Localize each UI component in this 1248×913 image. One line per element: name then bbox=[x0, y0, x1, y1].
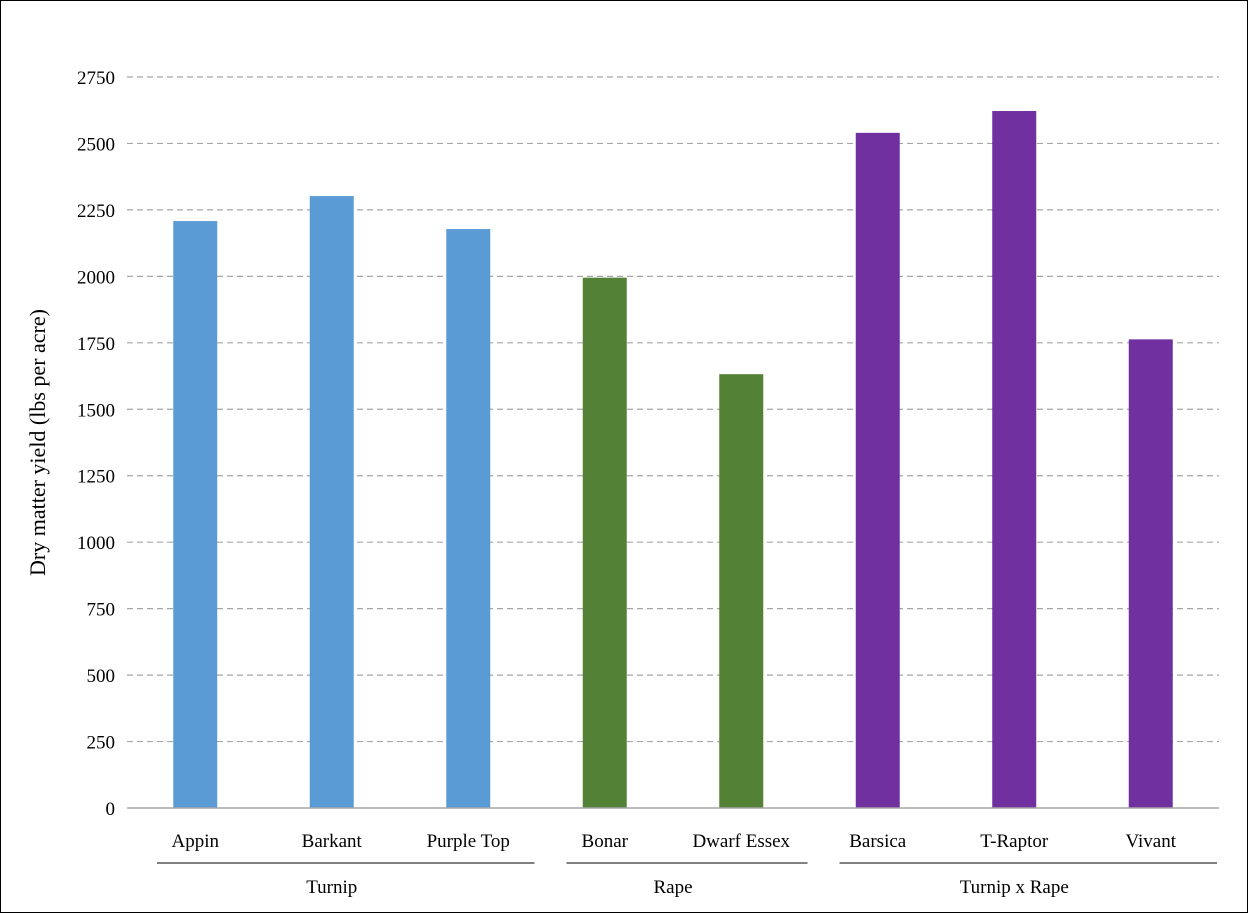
x-tick-label: Appin bbox=[172, 831, 220, 852]
x-tick-label: Vivant bbox=[1125, 831, 1176, 852]
y-tick-label: 500 bbox=[87, 666, 116, 687]
y-tick-label: 250 bbox=[87, 733, 116, 754]
y-axis-title: Dry matter yield (lbs per acre) bbox=[25, 309, 50, 576]
bar bbox=[446, 229, 491, 809]
category-labels: Appin Barkant Purple Top Bonar Dwarf Essex Ba… bbox=[172, 831, 1177, 852]
gridlines bbox=[127, 76, 1219, 743]
group-label: Turnip bbox=[306, 877, 357, 898]
group-label: Turnip x Rape bbox=[960, 877, 1069, 898]
bar bbox=[582, 277, 627, 808]
bar bbox=[173, 221, 218, 808]
bar bbox=[855, 132, 900, 808]
y-tick-label: 1000 bbox=[77, 533, 115, 554]
x-tick-label: Purple Top bbox=[427, 831, 510, 852]
bar bbox=[992, 111, 1037, 809]
bar bbox=[719, 374, 764, 808]
y-tick-label: 1750 bbox=[77, 334, 115, 355]
y-tick-label: 2250 bbox=[77, 201, 115, 222]
y-tick-label: 1500 bbox=[77, 400, 115, 421]
group-label: Rape bbox=[653, 877, 692, 898]
y-tick-label: 2000 bbox=[77, 267, 115, 288]
x-tick-label: T-Raptor bbox=[980, 831, 1049, 852]
y-tick-label: 750 bbox=[87, 600, 116, 621]
bar bbox=[309, 196, 354, 808]
y-axis-ticks: 0 250 500 750 1000 1250 1500 1750 2000 2250 2500 27… bbox=[77, 68, 115, 820]
bar bbox=[1128, 339, 1173, 808]
x-tick-label: Bonar bbox=[582, 831, 629, 852]
x-tick-label: Barsica bbox=[849, 831, 907, 852]
group-labels: Turnip Rape Turnip x Rape bbox=[157, 862, 1217, 898]
y-tick-label: 2750 bbox=[77, 68, 115, 89]
y-tick-label: 1250 bbox=[77, 467, 115, 488]
bars bbox=[173, 111, 1173, 809]
x-tick-label: Barkant bbox=[302, 831, 363, 852]
x-tick-label: Dwarf Essex bbox=[692, 831, 790, 852]
y-tick-label: 2500 bbox=[77, 134, 115, 155]
y-tick-label: 0 bbox=[106, 799, 116, 820]
